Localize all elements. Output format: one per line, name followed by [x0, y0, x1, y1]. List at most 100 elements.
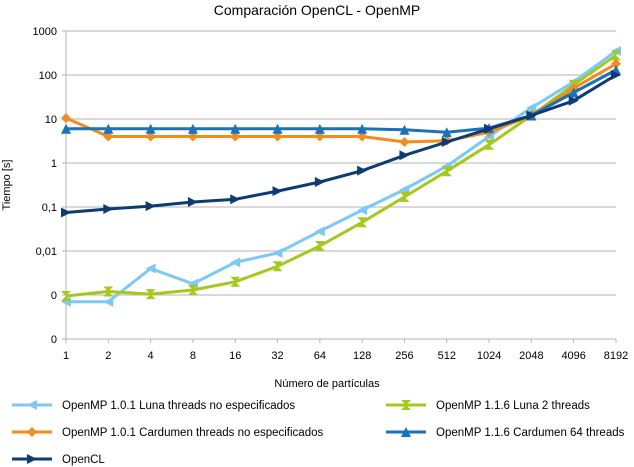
data-point: [357, 165, 368, 176]
data-point: [611, 58, 621, 69]
data-point: [187, 284, 198, 295]
legend-swatch-marker: [401, 427, 411, 437]
data-point: [441, 127, 452, 138]
data-point: [230, 257, 241, 268]
data-point: [103, 123, 114, 134]
x-axis-title: Número de partículas: [274, 378, 380, 390]
data-point: [230, 194, 241, 205]
data-point: [272, 186, 283, 197]
series-layer: [61, 46, 621, 307]
data-point: [357, 217, 368, 228]
x-tick-label: 2: [105, 350, 111, 362]
y-tick-label: 10: [45, 114, 57, 126]
data-point: [357, 131, 368, 142]
data-point: [61, 123, 71, 134]
legend-swatch-marker: [27, 454, 37, 464]
data-point: [484, 123, 495, 134]
legend-label: OpenMP 1.0.1 Cardumen threads no especif…: [62, 427, 323, 439]
series-line: [65, 54, 617, 298]
data-point: [187, 196, 198, 207]
y-tick-label: 100: [39, 70, 57, 82]
legend-label: OpenMP 1.0.1 Luna threads no especificad…: [62, 400, 295, 412]
data-point: [484, 139, 495, 150]
data-point: [399, 137, 410, 148]
axes: 0 0 0,01 0,1 1 10 100 1000 1 2 4 8 16 32 64 128 256 512 10…: [33, 26, 629, 362]
x-tick-label: 32: [271, 350, 283, 362]
data-point: [314, 131, 325, 142]
data-point: [145, 263, 156, 274]
data-point: [145, 123, 156, 134]
x-tick-label: 128: [353, 350, 371, 362]
series-line: [65, 73, 617, 214]
data-point: [399, 124, 410, 135]
legend-label: OpenMP 1.1.6 Cardumen 64 threads: [436, 427, 625, 439]
data-point: [187, 123, 198, 134]
data-point: [441, 137, 452, 148]
y-tick-label: 1000: [33, 26, 57, 38]
x-tick-label: 256: [395, 350, 413, 362]
data-point: [103, 131, 114, 142]
series-line: [66, 68, 617, 134]
data-point: [314, 176, 325, 187]
x-tick-label: 4: [148, 350, 154, 362]
legend-swatch-marker: [27, 427, 37, 437]
y-tick-label: 0,01: [36, 246, 57, 258]
data-point: [568, 95, 579, 106]
data-point: [314, 226, 325, 237]
data-point: [357, 123, 368, 134]
data-point: [526, 102, 537, 113]
y-tick-label: 1: [51, 158, 57, 170]
x-tick-label: 512: [438, 350, 456, 362]
data-point: [399, 191, 410, 202]
data-point: [568, 87, 579, 98]
x-tick-label: 1: [63, 350, 69, 362]
legend-item: OpenMP 1.1.6 Cardumen 64 threads: [386, 427, 625, 439]
x-tick-label: 8: [190, 350, 196, 362]
series-line: [66, 49, 617, 304]
legend-label: OpenCL: [62, 454, 105, 466]
data-point: [399, 150, 410, 161]
data-point: [230, 131, 241, 142]
data-point: [272, 123, 283, 134]
data-point: [61, 290, 71, 301]
series-4: [61, 64, 621, 138]
data-point: [272, 261, 283, 272]
series-5: [61, 70, 621, 218]
data-point: [526, 110, 537, 121]
data-point: [145, 201, 156, 212]
y-tick-label: 0,1: [42, 202, 57, 214]
x-tick-label: 16: [229, 350, 241, 362]
x-tick-label: 8192: [604, 350, 628, 362]
data-point: [314, 123, 325, 134]
data-point: [103, 286, 114, 297]
y-tick-label: 0: [51, 334, 57, 346]
data-point: [357, 205, 368, 216]
y-axis-title: Tiempo [s]: [1, 160, 13, 211]
data-point: [272, 131, 283, 142]
data-point: [611, 50, 621, 61]
y-tick-label: 0: [51, 290, 57, 302]
series-2: [61, 50, 621, 301]
data-point: [103, 296, 114, 307]
legend-item: OpenMP 1.0.1 Luna threads no especificad…: [12, 400, 295, 412]
data-point: [61, 113, 71, 124]
legend: OpenMP 1.0.1 Luna threads no especificad…: [12, 400, 625, 466]
grid: [66, 30, 616, 340]
x-tick-label: 4096: [561, 350, 585, 362]
x-tick-label: 64: [314, 350, 326, 362]
data-point: [230, 276, 241, 287]
legend-swatch-marker: [401, 400, 411, 410]
legend-item: OpenMP 1.1.6 Luna 2 threads: [386, 400, 590, 412]
legend-swatch-marker: [27, 400, 37, 410]
chart-title: Comparación OpenCL - OpenMP: [214, 2, 420, 18]
series-3: [61, 58, 621, 148]
data-point: [272, 248, 283, 259]
data-point: [441, 166, 452, 177]
data-point: [230, 123, 241, 134]
data-point: [61, 207, 71, 218]
data-point: [145, 289, 156, 300]
data-point: [611, 70, 621, 80]
data-point: [103, 204, 114, 215]
x-tick-label: 2048: [519, 350, 543, 362]
